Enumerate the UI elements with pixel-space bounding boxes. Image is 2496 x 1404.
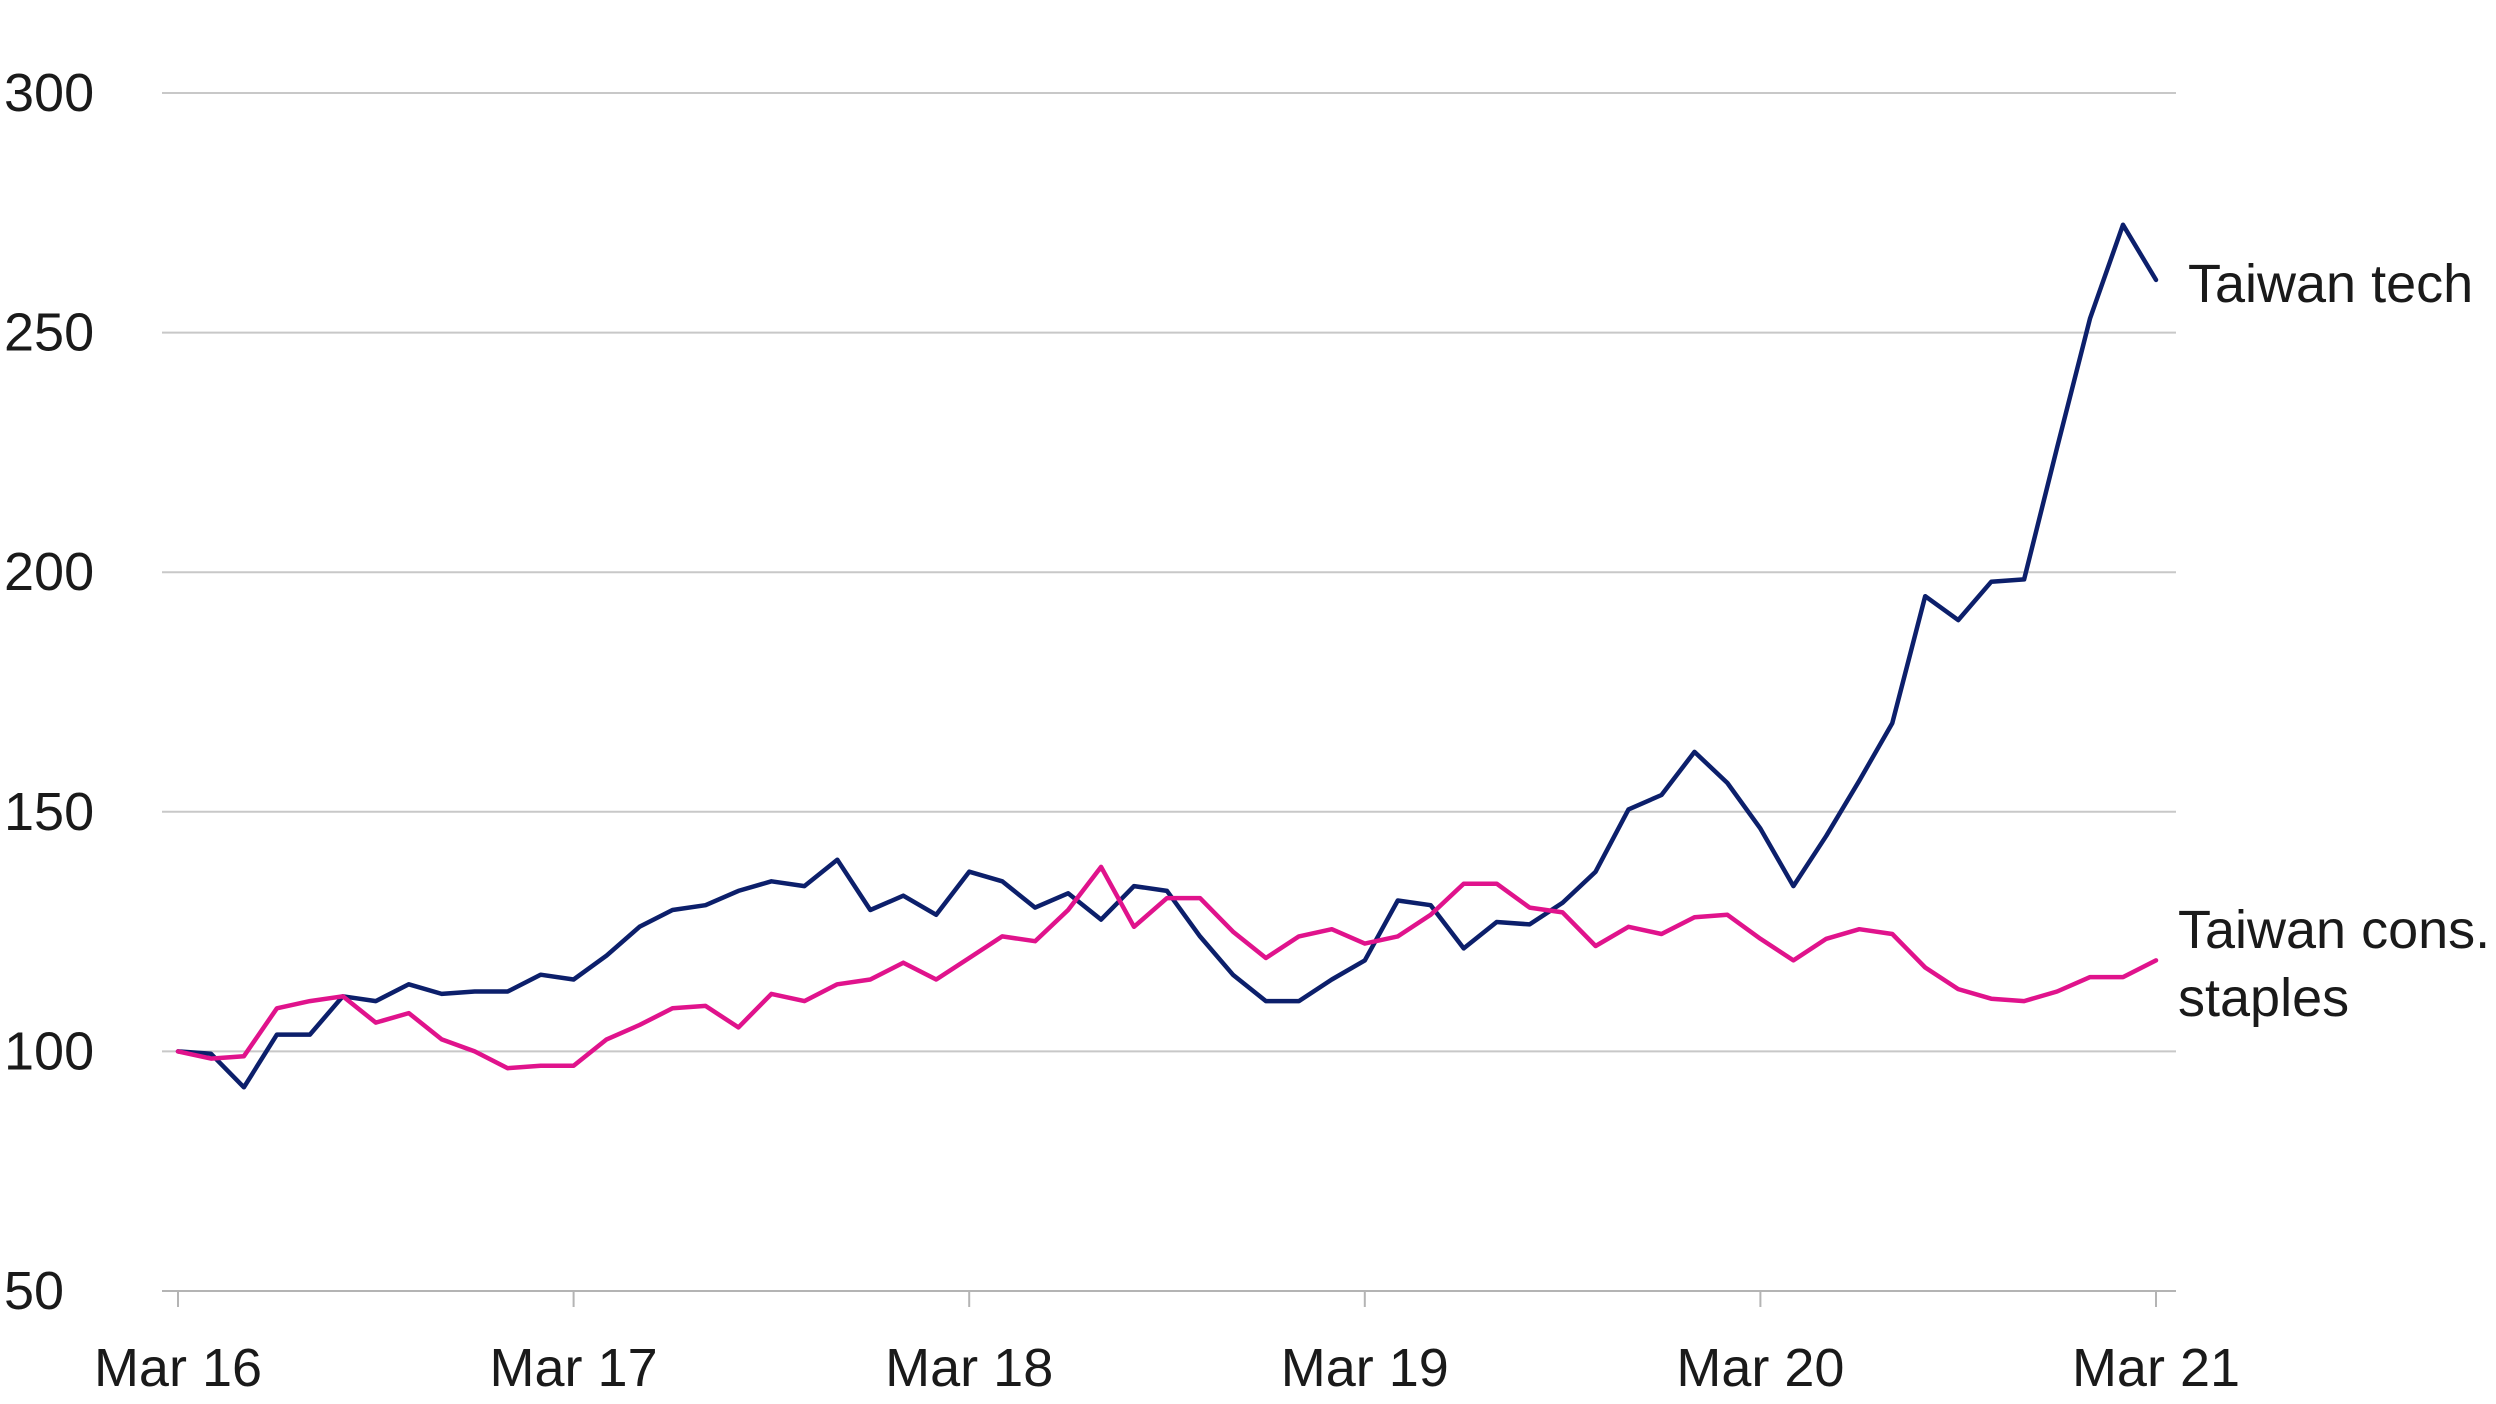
x-tick-label: Mar 16 [94,1338,262,1398]
y-tick-label: 50 [4,1261,64,1321]
series-line-taiwan-tech [175,222,2159,1090]
series-label-taiwan-cons-staples: staples [2178,968,2349,1028]
gridlines [162,92,2176,1053]
x-tick-label: Mar 17 [490,1338,658,1398]
series-line-taiwan-cons-staples [175,864,2159,1071]
y-tick-label: 250 [4,303,94,363]
y-axis: 50 100 150 200 250 300 [4,63,94,1321]
y-tick-label: 300 [4,63,94,123]
y-tick-label: 150 [4,782,94,842]
x-axis [162,1290,2176,1307]
x-tick-label: Mar 19 [1281,1338,1449,1398]
x-tick-label: Mar 18 [885,1338,1053,1398]
series-lines [175,222,2159,1090]
series-label-taiwan-cons-staples: Taiwan cons. [2178,900,2490,960]
x-tick-label: Mar 21 [2072,1338,2240,1398]
x-tick-label: Mar 20 [1676,1338,1844,1398]
y-tick-label: 200 [4,542,94,602]
x-axis-labels: Mar 16 Mar 17 Mar 18 Mar 19 Mar 20 Mar 21 [94,1338,2240,1398]
series-label-taiwan-tech: Taiwan tech [2188,254,2473,314]
y-tick-label: 100 [4,1021,94,1081]
series-labels: Taiwan tech Taiwan cons. staples [2178,254,2490,1028]
